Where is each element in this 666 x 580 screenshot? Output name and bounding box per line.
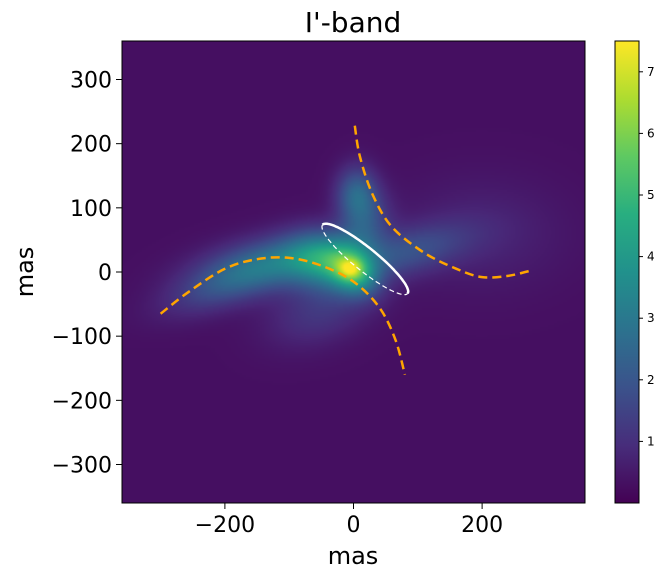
y-tick-label: −200 [52, 389, 112, 414]
colorbar-tick-label: 6 [647, 126, 655, 140]
x-axis: −200 0 200 [195, 503, 503, 538]
colorbar-tick-label: 2 [647, 373, 655, 387]
x-axis-label: mas [328, 542, 379, 570]
y-axis: 300 200 100 0 −100 −200 −300 [52, 69, 122, 479]
y-tick-label: 0 [98, 261, 112, 286]
colorbar-tick-label: 3 [647, 311, 655, 325]
chart-title: I'-band [305, 6, 402, 39]
heatmap-image [122, 41, 585, 503]
colorbar-tick-label: 5 [647, 188, 655, 202]
x-tick-label: 0 [347, 513, 361, 538]
colorbar-tick-label: 1 [647, 434, 655, 448]
y-axis-label: mas [11, 247, 39, 298]
ellipse-dashed-half [321, 224, 408, 296]
x-tick-label: 200 [461, 513, 503, 538]
dashed-arc-1 [353, 125, 531, 279]
y-tick-label: 100 [70, 197, 112, 222]
colorbar-tick-label: 7 [647, 65, 655, 79]
y-tick-label: −300 [52, 454, 112, 479]
colorbar-gradient [614, 40, 640, 504]
dashed-arc-2 [159, 256, 407, 376]
y-tick-label: 200 [70, 133, 112, 158]
y-tick-label: 300 [70, 69, 112, 94]
ellipse-solid-half [321, 222, 410, 295]
colorbar: 1 2 3 4 5 6 7 [614, 40, 655, 504]
colorbar-tick-label: 4 [647, 250, 655, 264]
y-tick-label: −100 [52, 325, 112, 350]
x-tick-label: −200 [195, 513, 255, 538]
plot-area [121, 40, 586, 504]
